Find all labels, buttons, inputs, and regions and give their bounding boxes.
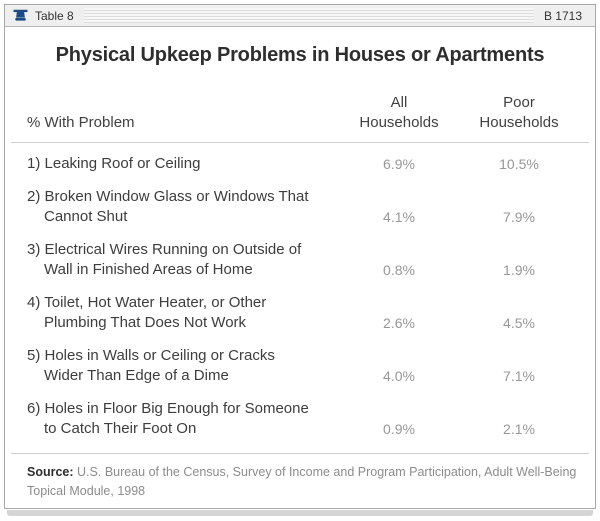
row-label: 1) Leaking Roof or Ceiling: [27, 155, 201, 172]
table-body: 1) Leaking Roof or Ceiling 6.9% 10.5% 2)…: [5, 154, 595, 439]
liberty-bell-icon: [13, 9, 28, 21]
titlebar-left-label: Table 8: [35, 8, 74, 23]
source-text: U.S. Bureau of the Census, Survey of Inc…: [27, 465, 577, 498]
source-divider: [11, 453, 589, 454]
row-label: 3) Electrical Wires Running on Outside o…: [27, 241, 302, 278]
row-label: 2) Broken Window Glass or Windows That C…: [27, 188, 309, 225]
value-all-households: 2.6%: [383, 315, 415, 331]
table-header-row: % With Problem All Households Poor House…: [5, 93, 595, 133]
row-label: 4) Toilet, Hot Water Heater, or Other Pl…: [27, 294, 267, 331]
value-poor-households: 7.9%: [503, 209, 535, 225]
table-row: 5) Holes in Walls or Ceiling or Cracks W…: [27, 346, 583, 386]
header-divider: [11, 142, 589, 143]
row-label: 6) Holes in Floor Big Enough for Someone…: [27, 400, 309, 437]
table-row: 3) Electrical Wires Running on Outside o…: [27, 240, 583, 280]
column-header-all-households: All Households: [359, 94, 439, 131]
value-all-households: 6.9%: [383, 156, 415, 172]
titlebar-pinstripes: [83, 8, 534, 23]
table-row: 2) Broken Window Glass or Windows That C…: [27, 187, 583, 227]
value-poor-households: 1.9%: [503, 262, 535, 278]
value-all-households: 4.1%: [383, 209, 415, 225]
table-row: 4) Toilet, Hot Water Heater, or Other Pl…: [27, 293, 583, 333]
page-title: Physical Upkeep Problems in Houses or Ap…: [55, 44, 545, 66]
window-titlebar: Table 8 B 1713: [5, 5, 595, 27]
value-poor-households: 7.1%: [503, 368, 535, 384]
value-poor-households: 4.5%: [503, 315, 535, 331]
value-poor-households: 10.5%: [499, 156, 539, 172]
value-all-households: 4.0%: [383, 368, 415, 384]
table-row: 6) Holes in Floor Big Enough for Someone…: [27, 399, 583, 439]
row-label: 5) Holes in Walls or Ceiling or Cracks W…: [27, 347, 275, 384]
column-header-poor-households: Poor Households: [479, 94, 559, 131]
window-bottom-shadow: [7, 510, 593, 516]
titlebar-right-label: B 1713: [543, 8, 582, 23]
table-window: Table 8 B 1713 Physical Upkeep Problems …: [4, 4, 596, 509]
column-header-problem: % With Problem: [27, 114, 135, 131]
value-all-households: 0.9%: [383, 421, 415, 437]
value-poor-households: 2.1%: [503, 421, 535, 437]
source-note: Source: U.S. Bureau of the Census, Surve…: [5, 454, 595, 501]
value-all-households: 0.8%: [383, 262, 415, 278]
table-row: 1) Leaking Roof or Ceiling 6.9% 10.5%: [27, 154, 583, 174]
source-label: Source:: [27, 465, 74, 479]
